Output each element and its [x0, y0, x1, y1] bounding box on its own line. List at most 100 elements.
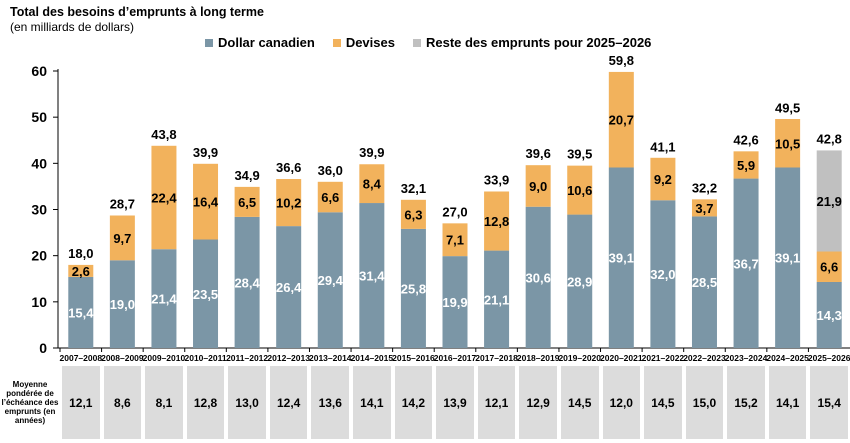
- data-label: 12,8: [484, 214, 509, 229]
- x-tick-label: 2012–2013: [267, 353, 310, 363]
- bar-segment-devises: [525, 165, 551, 207]
- maturity-cell: 12,1: [477, 366, 516, 439]
- data-label: 28,5: [692, 275, 717, 290]
- total-label: 41,1: [650, 139, 675, 154]
- legend-label: Reste des emprunts pour 2025–2026: [425, 35, 652, 50]
- data-label: 31,4: [359, 269, 385, 284]
- x-tick-label: 2019–2020: [558, 353, 601, 363]
- legend-label: Devises: [345, 35, 395, 50]
- bar-segment-devises: [484, 191, 510, 251]
- x-tick-label: 2011–2012: [226, 353, 268, 363]
- bar-segment-dollar-canadien: [484, 250, 510, 348]
- y-tick-label: 30: [31, 202, 47, 218]
- bar-segment-dollar-canadien: [525, 206, 551, 348]
- data-label: 10,5: [775, 136, 800, 151]
- data-label: 30,6: [526, 270, 551, 285]
- data-label: 8,4: [363, 177, 382, 192]
- total-label: 49,5: [775, 100, 800, 115]
- data-label: 10,2: [276, 196, 301, 211]
- x-tick-label: 2018–2019: [517, 353, 560, 363]
- maturity-cell: 15,0: [685, 366, 724, 439]
- legend-label: Dollar canadien: [218, 35, 315, 50]
- total-label: 59,8: [609, 53, 634, 68]
- chart-title: Total des besoins d’emprunts à long term…: [10, 5, 264, 19]
- data-label: 9,0: [529, 179, 547, 194]
- total-label: 36,6: [276, 160, 301, 175]
- bar-segment-devises: [567, 165, 593, 215]
- y-tick-label: 20: [31, 248, 47, 264]
- maturity-cell: 15,2: [727, 366, 765, 439]
- bar-segment-reste: [816, 150, 842, 252]
- maturity-cell: 8,6: [103, 366, 142, 439]
- data-label: 32,0: [650, 267, 675, 282]
- y-tick-label: 0: [39, 340, 47, 356]
- x-tick-label: 2008–2009: [101, 353, 144, 363]
- data-label: 26,4: [276, 280, 302, 295]
- stacked-bar-chart: 0 10 20 30 40 50 60 15,4 2,6 18,0 2007–2008 19,0 9,7…: [31, 53, 850, 363]
- maturity-cell: 15,4: [810, 366, 848, 439]
- data-label: 39,1: [775, 251, 800, 266]
- maturity-cell: 13,9: [436, 366, 474, 439]
- data-label: 15,4: [68, 305, 94, 320]
- total-label: 39,9: [193, 145, 218, 160]
- maturity-cell: 14,1: [768, 366, 807, 439]
- data-label: 9,2: [654, 172, 672, 187]
- bar-segment-dollar-canadien: [317, 212, 343, 348]
- data-label: 19,0: [110, 297, 135, 312]
- bar-segment-devises: [234, 186, 260, 217]
- data-label: 19,9: [442, 295, 467, 310]
- bar-segment-devises: [193, 163, 219, 240]
- x-tick-label: 2017–2018: [475, 353, 518, 363]
- bar-segment-dollar-canadien: [442, 256, 468, 348]
- bar-segment-dollar-canadien: [650, 200, 676, 348]
- bar-segment-dollar-canadien: [276, 226, 302, 348]
- data-label: 39,1: [609, 251, 634, 266]
- bar-segment-devises: [151, 145, 177, 250]
- bar-segment-devises: [442, 223, 468, 257]
- y-tick-label: 10: [31, 294, 47, 310]
- x-tick-label: 2024–2025: [766, 353, 809, 363]
- bar-segment-dollar-canadien: [193, 239, 219, 348]
- x-tick-label: 2010–2011: [184, 353, 226, 363]
- legend-item-dollar-canadien: Dollar canadien: [205, 35, 315, 50]
- legend-item-reste: Reste des emprunts pour 2025–2026: [412, 35, 652, 50]
- bar-segment-devises: [775, 119, 801, 168]
- y-tick-label: 40: [31, 155, 47, 171]
- x-tick-label: 2016–2017: [434, 353, 477, 363]
- maturity-cell: 14,5: [560, 366, 599, 439]
- bar-segment-dollar-canadien: [567, 214, 593, 348]
- maturity-table-row: 12,1 8,6 8,1 12,8 13,0 12,4 13,6 14,1 14,2 13,9 12…: [60, 366, 850, 439]
- bar-segment-devises: [608, 71, 634, 168]
- x-tick-label: 2023–2024: [725, 353, 768, 363]
- x-tick-label: 2013–2014: [309, 353, 352, 363]
- total-label: 33,9: [484, 172, 509, 187]
- bar-segment-dollar-canadien: [775, 167, 801, 348]
- total-label: 39,9: [359, 145, 384, 160]
- maturity-cell: 14,1: [353, 366, 391, 439]
- total-label: 18,0: [68, 246, 93, 261]
- maturity-cell: 13,6: [311, 366, 350, 439]
- legend-swatch: [412, 38, 421, 47]
- data-label: 29,4: [318, 273, 344, 288]
- bar-segment-devises: [68, 264, 94, 277]
- legend-swatch: [205, 38, 213, 47]
- y-tick-label: 60: [31, 63, 47, 79]
- total-label: 32,2: [692, 180, 717, 195]
- bar-segment-devises: [816, 251, 842, 282]
- total-label: 39,6: [526, 146, 551, 161]
- bar-segment-dollar-canadien: [234, 216, 260, 348]
- chart-subtitle: (en milliards de dollars): [10, 20, 135, 34]
- maturity-cell: 14,5: [644, 366, 682, 439]
- data-label: 3,7: [695, 201, 713, 216]
- total-label: 34,9: [234, 168, 259, 183]
- legend-swatch: [332, 38, 341, 47]
- maturity-table-label: Moyenne pondérée de l’échéance des empru…: [1, 380, 59, 425]
- data-label: 22,4: [151, 190, 177, 205]
- bar-segment-dollar-canadien: [608, 167, 634, 348]
- data-label: 6,5: [238, 195, 256, 210]
- data-label: 20,7: [609, 113, 634, 128]
- y-tick-label: 50: [31, 109, 47, 125]
- bar-segment-devises: [359, 164, 385, 204]
- bar-segment-devises: [650, 157, 676, 201]
- x-tick-label: 2022–2023: [683, 353, 726, 363]
